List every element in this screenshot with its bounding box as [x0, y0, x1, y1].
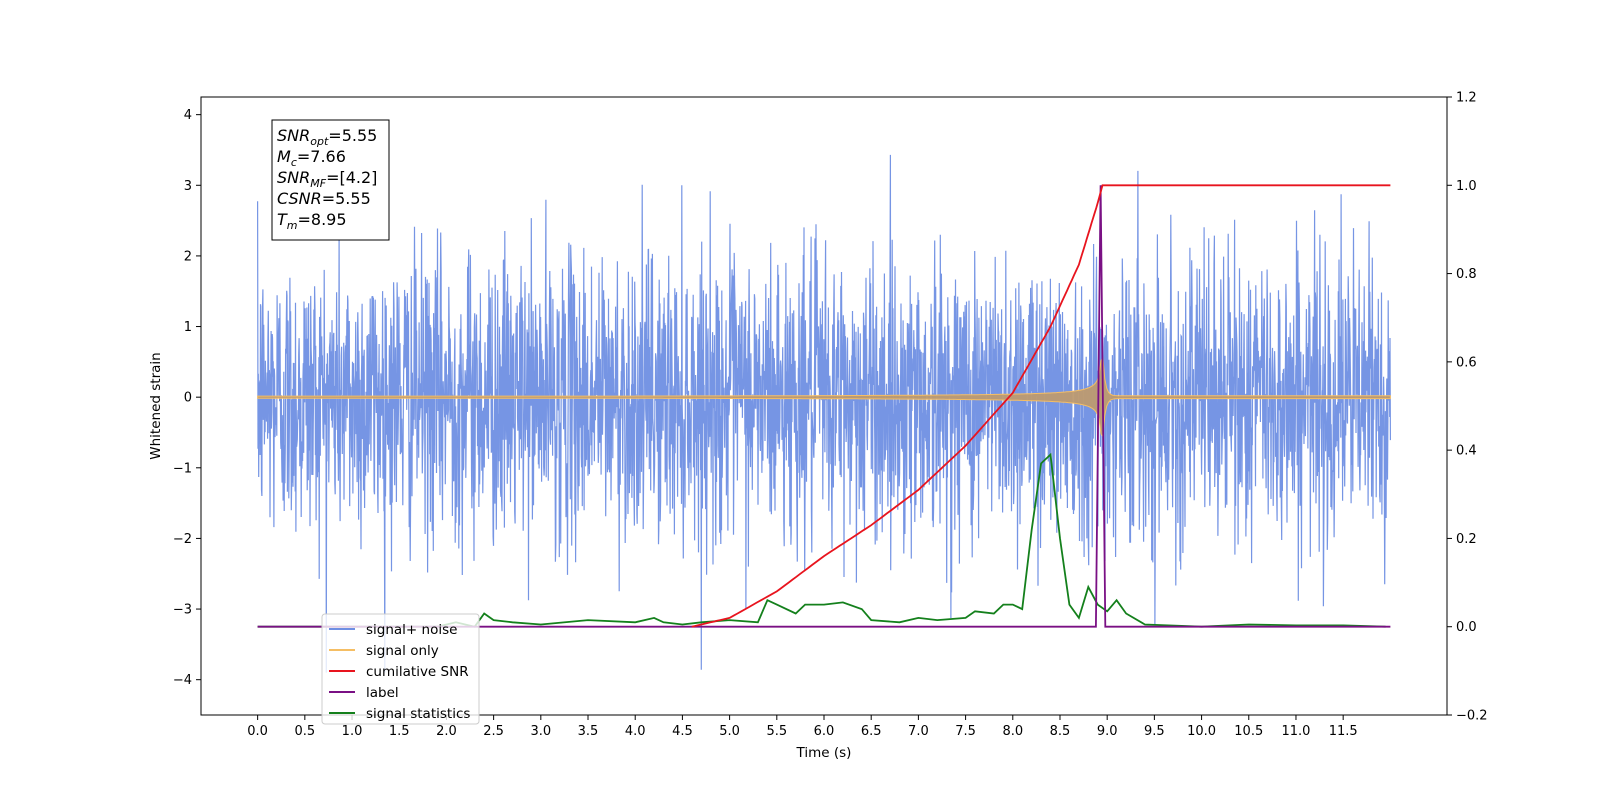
y-axis-label: Whitened strain	[148, 352, 164, 459]
x-tick-label: 10.5	[1234, 724, 1263, 739]
x-tick-label: 2.5	[483, 724, 504, 739]
annotation-line: Mc=7.66	[277, 147, 346, 169]
y2-tick-label: 1.0	[1456, 179, 1477, 194]
annotation-symbol: SNR	[277, 168, 310, 187]
x-tick-label: 4.5	[672, 724, 693, 739]
y2-tick-label: 0.0	[1456, 620, 1477, 635]
series-cumulative-snr	[691, 184, 1391, 628]
series-label	[257, 185, 1391, 628]
legend-label: signal statistics	[366, 706, 470, 722]
annotation-line: SNRopt=5.55	[277, 126, 377, 148]
x-tick-label: 7.5	[955, 724, 976, 739]
x-tick-label: 11.5	[1329, 724, 1358, 739]
annotation-value: =8.95	[298, 210, 347, 229]
y-tick-label: −1	[173, 461, 192, 476]
x-tick-label: 9.0	[1097, 724, 1118, 739]
y-axis-left: 4 3 2 1 0 −1 −2 −3 −4	[173, 108, 201, 688]
annotation-value: =7.66	[297, 147, 346, 166]
annotation-line: Tm=8.95	[277, 210, 347, 232]
annotation-symbol: SNR	[277, 126, 310, 145]
x-tick-label: 8.0	[1002, 724, 1023, 739]
legend-box	[321, 613, 480, 725]
annotation-line: CSNR=5.55	[277, 189, 371, 208]
x-tick-label: 3.5	[578, 724, 599, 739]
x-tick-label: 9.5	[1144, 724, 1165, 739]
x-tick-label: 6.0	[814, 724, 835, 739]
annotation-line: SNRMF=[4.2]	[277, 168, 377, 190]
x-tick-label: 7.0	[908, 724, 929, 739]
y-tick-label: −2	[173, 532, 192, 547]
annotation-symbol: T	[277, 210, 288, 229]
annotation-subscript: c	[291, 156, 297, 169]
legend-label: cumilative SNR	[366, 664, 469, 680]
x-tick-label: 1.5	[389, 724, 410, 739]
x-tick-label: 5.5	[766, 724, 787, 739]
series-signal-noise	[257, 154, 1391, 673]
series-signal-only	[257, 356, 1391, 438]
legend-label: label	[366, 685, 399, 701]
x-tick-label: 0.5	[294, 724, 315, 739]
x-tick-label: 4.0	[625, 724, 646, 739]
annotation-subscript: m	[287, 219, 298, 232]
annotation-value: =5.55	[322, 189, 371, 208]
x-tick-label: 1.0	[342, 724, 363, 739]
y-tick-label: 1	[184, 320, 192, 335]
x-tick-label: 10.0	[1187, 724, 1216, 739]
y-axis-right: 1.2 1.0 0.8 0.6 0.4 0.2 0.0 −0.2	[1447, 91, 1488, 724]
x-axis: 0.0 0.5 1.0 1.5 2.0 2.5 3.0 3.5 4.0 4.5 5.0 5.5 6.0 6…	[247, 715, 1358, 739]
y2-tick-label: 0.6	[1456, 355, 1477, 370]
annotation-subscript: MF	[310, 177, 326, 190]
y2-tick-label: 0.8	[1456, 267, 1477, 282]
series-signal-statistics	[257, 452, 1386, 628]
annotation-subscript: opt	[310, 135, 329, 148]
y-tick-label: −4	[173, 673, 192, 688]
stats-annotation-box: SNRopt=5.55Mc=7.66SNRMF=[4.2]CSNR=5.55Tm…	[271, 119, 390, 241]
x-axis-label: Time (s)	[796, 745, 852, 761]
x-tick-label: 3.0	[530, 724, 551, 739]
y-tick-label: 3	[184, 179, 192, 194]
y2-tick-label: 0.4	[1456, 444, 1477, 459]
x-tick-label: 2.0	[436, 724, 457, 739]
y-tick-label: 2	[184, 249, 192, 264]
x-tick-label: 0.0	[247, 724, 268, 739]
annotation-value: =5.55	[328, 126, 377, 145]
x-tick-label: 6.5	[861, 724, 882, 739]
series-layer	[257, 154, 1391, 673]
y2-tick-label: 0.2	[1456, 532, 1477, 547]
x-tick-label: 8.5	[1050, 724, 1071, 739]
y-tick-label: −3	[173, 603, 192, 618]
y2-tick-label: −0.2	[1456, 709, 1488, 724]
annotation-box	[271, 119, 390, 241]
y-tick-label: 0	[184, 391, 192, 406]
y2-tick-label: 1.2	[1456, 91, 1477, 106]
legend-label: signal+ noise	[366, 622, 457, 638]
y-tick-label: 4	[184, 108, 192, 123]
annotation-symbol: CSNR	[277, 189, 322, 208]
legend: signal+ noise signal only cumilative SNR la…	[321, 613, 480, 725]
x-tick-label: 11.0	[1281, 724, 1310, 739]
annotation-value: =[4.2]	[326, 168, 377, 187]
legend-label: signal only	[366, 643, 439, 659]
x-tick-label: 5.0	[719, 724, 740, 739]
annotation-symbol: M	[277, 147, 291, 166]
